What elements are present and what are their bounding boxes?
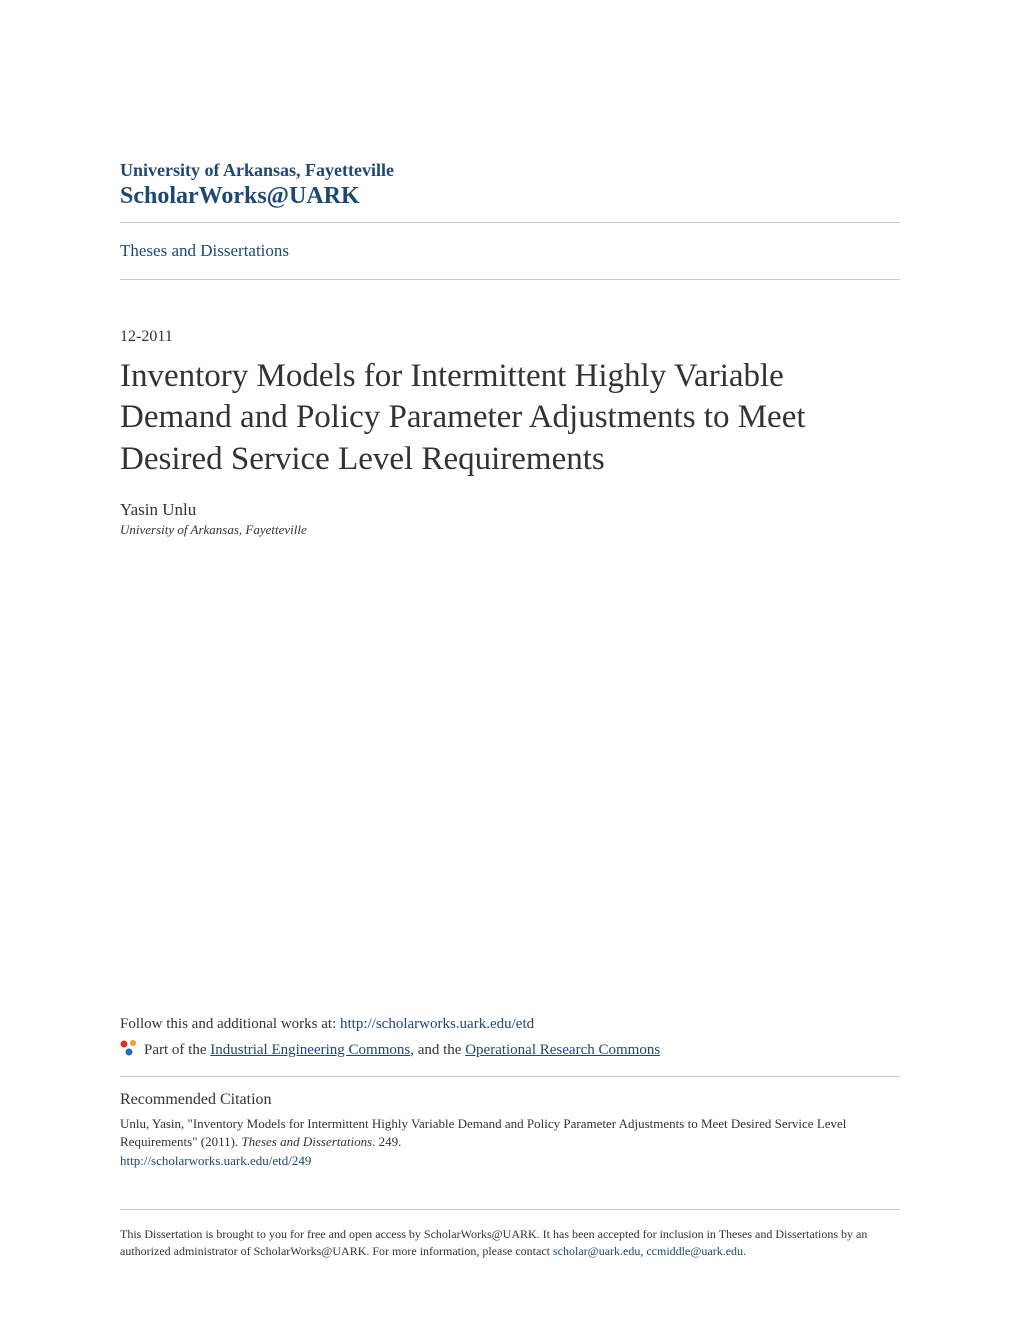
- author-name: Yasin Unlu: [120, 500, 900, 520]
- document-title: Inventory Models for Intermittent Highly…: [120, 356, 900, 480]
- citation-heading: Recommended Citation: [120, 1091, 900, 1109]
- page-container: University of Arkansas, Fayetteville Sch…: [0, 0, 1020, 1320]
- university-name: University of Arkansas, Fayetteville: [120, 160, 900, 181]
- collection-section: Theses and Dissertations: [120, 223, 900, 279]
- citation-italic: Theses and Dissertations: [241, 1134, 372, 1149]
- footer-part2: .: [743, 1244, 746, 1258]
- follow-url-link[interactable]: http://scholarworks.uark.edu/etd: [340, 1016, 534, 1032]
- header-section: University of Arkansas, Fayetteville Sch…: [120, 160, 900, 222]
- footer-part1: This Dissertation is brought to you for …: [120, 1227, 867, 1258]
- partof-prefix: Part of the: [144, 1042, 210, 1058]
- citation-section: Recommended Citation Unlu, Yasin, "Inven…: [120, 1077, 900, 1209]
- footer-section: This Dissertation is brought to you for …: [120, 1210, 900, 1260]
- main-content: 12-2011 Inventory Models for Intermitten…: [120, 280, 900, 1016]
- footer-contact-link[interactable]: scholar@uark.edu, ccmiddle@uark.edu: [553, 1244, 743, 1258]
- citation-part1: Unlu, Yasin, "Inventory Models for Inter…: [120, 1116, 846, 1149]
- publication-date: 12-2011: [120, 328, 900, 346]
- partof-line: Part of the Industrial Engineering Commo…: [120, 1039, 900, 1062]
- follow-prefix: Follow this and additional works at:: [120, 1016, 340, 1032]
- citation-url-link[interactable]: http://scholarworks.uark.edu/etd/249: [120, 1153, 900, 1169]
- partof-text: Part of the Industrial Engineering Commo…: [144, 1042, 660, 1059]
- commons-link-2[interactable]: Operational Research Commons: [465, 1042, 660, 1058]
- citation-text: Unlu, Yasin, "Inventory Models for Inter…: [120, 1115, 900, 1151]
- follow-section: Follow this and additional works at: htt…: [120, 1016, 900, 1076]
- citation-part2: . 249.: [372, 1134, 401, 1149]
- collection-link[interactable]: Theses and Dissertations: [120, 241, 289, 260]
- network-icon: [120, 1039, 138, 1062]
- commons-link-1[interactable]: Industrial Engineering Commons: [210, 1042, 410, 1058]
- author-affiliation: University of Arkansas, Fayetteville: [120, 522, 900, 538]
- partof-middle: , and the: [410, 1042, 465, 1058]
- follow-text-line: Follow this and additional works at: htt…: [120, 1016, 900, 1033]
- repository-name[interactable]: ScholarWorks@UARK: [120, 183, 900, 210]
- footer-text: This Dissertation is brought to you for …: [120, 1226, 900, 1260]
